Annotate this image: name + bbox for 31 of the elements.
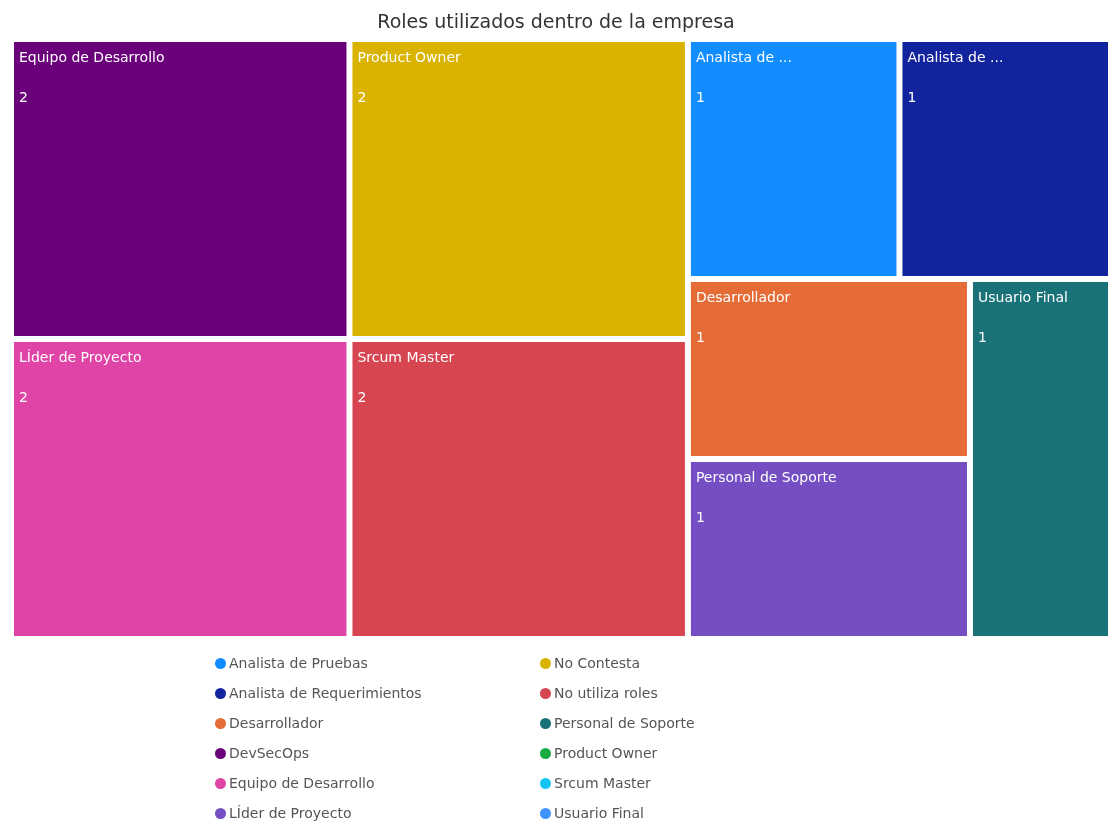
category-label: Analista de ... — [907, 49, 1004, 65]
data-label: 2 — [357, 389, 367, 405]
legend-label: No Contesta — [554, 655, 641, 671]
category-label: Analista de ... — [695, 49, 792, 65]
data-label: 1 — [695, 329, 705, 345]
category-label: Srcum Master — [357, 349, 455, 365]
data-label: 1 — [695, 509, 705, 525]
category-label: Product Owner — [357, 49, 462, 65]
legend-label: LÍder de Proyecto — [229, 805, 352, 821]
legend-label: Equipo de Desarrollo — [229, 775, 375, 791]
category-label: Usuario Final — [977, 289, 1068, 305]
legend-label: Analista de Pruebas — [229, 655, 368, 671]
legend-label: Analista de Requerimientos — [229, 685, 422, 701]
legend-label: Product Owner — [554, 745, 658, 761]
legend-label: Desarrollador — [229, 715, 324, 731]
legend-label: No utiliza roles — [554, 685, 658, 701]
legend-label: Srcum Master — [554, 775, 651, 791]
data-label: 2 — [19, 89, 28, 105]
category-label: LÍder de Proyecto — [19, 349, 142, 365]
text: Roles utilizados dentro de la empresa — [377, 9, 735, 32]
legend-label: DevSecOps — [229, 745, 310, 761]
data-label: 2 — [19, 389, 28, 405]
data-label: 1 — [977, 329, 987, 345]
category-label: Equipo de Desarrollo — [19, 49, 165, 65]
category-label: Desarrollador — [695, 289, 791, 305]
legend-label: Usuario Final — [554, 805, 644, 821]
category-label: Personal de Soporte — [695, 469, 837, 485]
legend-label: Personal de Soporte — [554, 715, 695, 731]
data-label: 1 — [907, 89, 917, 105]
data-label: 1 — [695, 89, 705, 105]
data-label: 2 — [357, 89, 367, 105]
